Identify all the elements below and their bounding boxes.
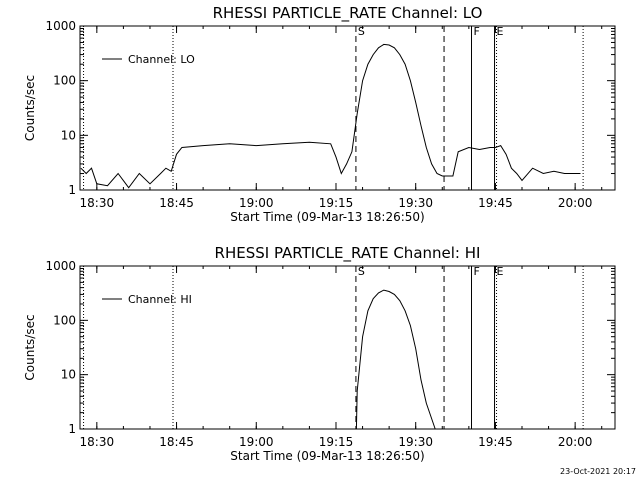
series-line	[80, 43, 581, 189]
event-marker-label: E	[497, 25, 504, 38]
lo-channel-panel: RHESSI PARTICLE_RATE Channel: LO 1 10 100 10…	[23, 4, 616, 224]
x-axis-label: Start Time (09-Mar-13 18:26:50)	[230, 210, 424, 224]
x-tick-label: 19:00	[239, 435, 274, 449]
x-tick-label: 18:45	[159, 435, 194, 449]
x-tick-label: 20:00	[558, 435, 593, 449]
x-tick-label: 20:00	[558, 196, 593, 210]
x-tick-label: 19:00	[239, 196, 274, 210]
x-tick-label: 18:45	[159, 196, 194, 210]
x-tick-label: 19:15	[319, 435, 354, 449]
hi-channel-panel: RHESSI PARTICLE_RATE Channel: HI 1 10 100 10…	[23, 244, 616, 463]
y-tick-label: 100	[53, 74, 76, 88]
x-tick-label: 19:15	[319, 196, 354, 210]
event-marker-label: E	[497, 265, 504, 278]
y-tick-label: 1000	[45, 19, 76, 33]
event-marker-label: S	[358, 25, 365, 38]
y-axis-label: Counts/sec	[23, 75, 37, 141]
x-tick-label: 18:30	[80, 435, 115, 449]
x-tick-label: 19:30	[398, 435, 433, 449]
y-tick-label: 10	[61, 128, 76, 142]
series-line	[355, 289, 436, 430]
y-tick-label: 100	[53, 313, 76, 327]
x-tick-label: 19:45	[478, 196, 513, 210]
timestamp-footer: 23-Oct-2021 20:17	[560, 467, 636, 476]
x-tick-label: 19:30	[398, 196, 433, 210]
event-marker-label: F	[474, 25, 480, 38]
plot-frame	[79, 25, 616, 191]
chart-title: RHESSI PARTICLE_RATE Channel: LO	[213, 4, 483, 23]
event-marker-label: F	[474, 265, 480, 278]
y-tick-label: 10	[61, 368, 76, 382]
plot-frame	[79, 265, 616, 430]
x-axis-label: Start Time (09-Mar-13 18:26:50)	[230, 449, 424, 463]
event-marker-label: S	[358, 265, 365, 278]
legend-entry: Channel: HI	[128, 293, 192, 306]
x-tick-label: 18:30	[80, 196, 115, 210]
x-tick-label: 19:45	[478, 435, 513, 449]
y-axis-label: Counts/sec	[23, 314, 37, 380]
y-tick-label: 1	[68, 183, 76, 197]
legend-entry: Channel: LO	[128, 53, 195, 66]
y-tick-label: 1	[68, 422, 76, 436]
y-tick-label: 1000	[45, 259, 76, 273]
chart-title: RHESSI PARTICLE_RATE Channel: HI	[215, 244, 481, 263]
